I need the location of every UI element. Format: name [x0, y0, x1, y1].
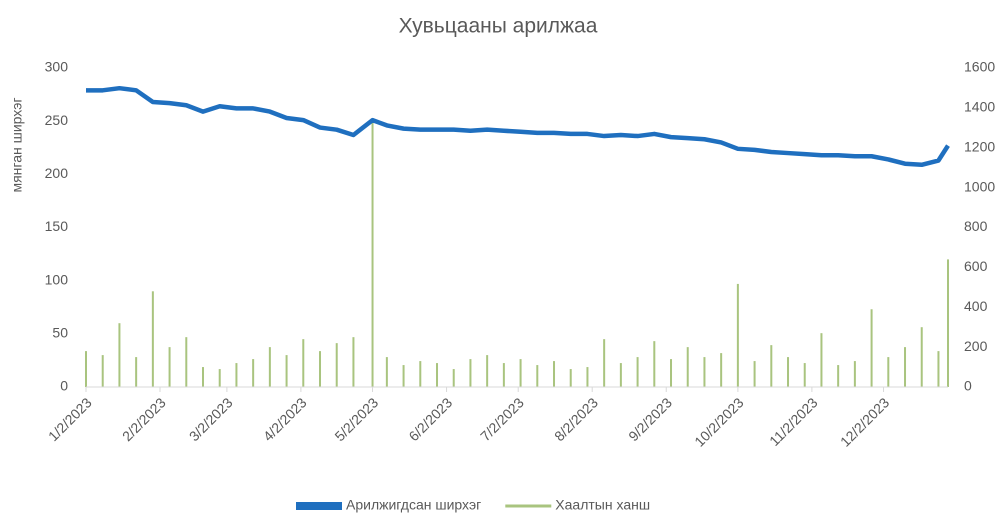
bar	[371, 121, 374, 387]
bar	[569, 369, 572, 387]
bar	[235, 363, 238, 387]
x-tick-label: 4/2/2023	[260, 394, 310, 444]
x-tick-label: 2/2/2023	[119, 394, 169, 444]
legend-label: Хаалтын ханш	[555, 497, 650, 513]
bar	[686, 347, 689, 387]
bar	[185, 337, 188, 387]
bar	[920, 327, 923, 387]
y2-tick-label: 1400	[964, 99, 995, 115]
bar	[519, 359, 522, 387]
bar	[85, 351, 87, 387]
bar	[947, 259, 949, 387]
bar	[820, 333, 823, 387]
bar	[904, 347, 907, 387]
bar	[335, 343, 338, 387]
bar	[853, 361, 856, 387]
bar	[502, 363, 505, 387]
bar	[720, 353, 723, 387]
bar	[151, 291, 154, 387]
bar	[937, 351, 940, 387]
bar	[770, 345, 773, 387]
bar	[653, 341, 656, 387]
bar	[803, 363, 806, 387]
legend-label: Арилжигдсан ширхэг	[346, 497, 481, 513]
bar	[168, 347, 171, 387]
x-tick-label: 12/2/2023	[837, 394, 893, 450]
bar	[402, 365, 405, 387]
y2-tick-label: 1600	[964, 59, 995, 75]
y2-tick-label: 600	[964, 258, 988, 274]
bar	[787, 357, 790, 387]
bar	[302, 339, 305, 387]
x-tick-label: 9/2/2023	[625, 394, 675, 444]
y-tick-label: 300	[45, 59, 69, 75]
x-tick-label: 5/2/2023	[331, 394, 381, 444]
bar	[553, 361, 556, 387]
y2-tick-label: 400	[964, 298, 988, 314]
x-tick-label: 7/2/2023	[477, 394, 527, 444]
x-tick-label: 6/2/2023	[405, 394, 455, 444]
legend-swatch	[296, 502, 342, 510]
bar	[436, 363, 439, 387]
bar	[703, 357, 706, 387]
bar	[319, 351, 322, 387]
bar	[636, 357, 639, 387]
bar	[870, 309, 873, 387]
bar	[469, 359, 472, 387]
bar	[385, 357, 388, 387]
bar	[352, 337, 355, 387]
bar	[452, 369, 455, 387]
y2-tick-label: 0	[964, 378, 972, 394]
bar	[202, 367, 205, 387]
bar	[837, 365, 840, 387]
y2-tick-label: 800	[964, 218, 988, 234]
y2-tick-label: 1000	[964, 178, 995, 194]
x-tick-label: 1/2/2023	[45, 394, 95, 444]
y-tick-label: 0	[60, 378, 68, 394]
y2-tick-label: 1200	[964, 138, 995, 154]
bar	[670, 359, 673, 387]
chart-title: Хувьцааны арилжаа	[399, 15, 598, 38]
bar	[586, 367, 589, 387]
y-axis-label: мянган ширхэг	[9, 97, 25, 192]
bar	[887, 357, 890, 387]
bar	[619, 363, 622, 387]
bar	[285, 355, 288, 387]
x-tick-label: 3/2/2023	[186, 394, 236, 444]
bar	[118, 323, 121, 387]
y-tick-label: 200	[45, 165, 69, 181]
bar	[252, 359, 255, 387]
y-tick-label: 50	[52, 325, 68, 341]
bar	[135, 357, 138, 387]
bar	[268, 347, 271, 387]
x-tick-label: 10/2/2023	[691, 394, 747, 450]
x-tick-label: 11/2/2023	[766, 394, 821, 449]
y-tick-label: 100	[45, 271, 69, 287]
bar	[753, 361, 756, 387]
bar	[419, 361, 422, 387]
bar	[736, 283, 739, 387]
bar	[101, 355, 104, 387]
y-tick-label: 250	[45, 112, 69, 128]
bar	[536, 365, 539, 387]
bar	[603, 339, 606, 387]
bar	[218, 369, 221, 387]
y-tick-label: 150	[45, 218, 69, 234]
line	[86, 85, 950, 168]
x-tick-label: 8/2/2023	[551, 394, 601, 444]
bar	[486, 355, 489, 387]
y2-tick-label: 200	[964, 338, 988, 354]
